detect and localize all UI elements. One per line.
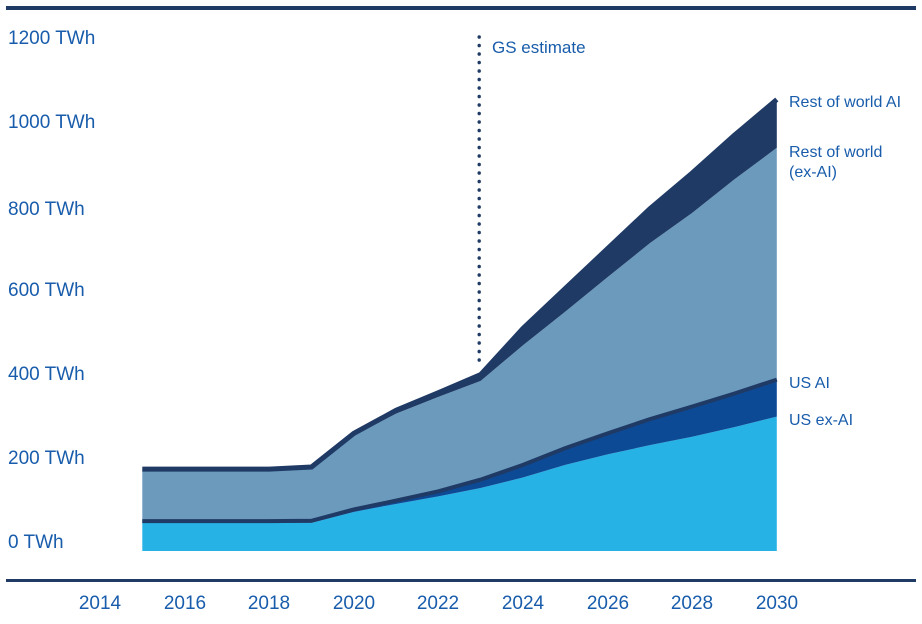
y-tick-800: 800 TWh bbox=[8, 199, 85, 220]
series-label-rest-of-world-ex-ai: Rest of world (ex-AI) bbox=[789, 144, 883, 181]
y-tick-1000: 1000 TWh bbox=[8, 112, 96, 133]
x-tick-2024: 2024 bbox=[501, 593, 545, 614]
y-tick-400: 400 TWh bbox=[8, 364, 85, 385]
gs-estimate-label: GS estimate bbox=[492, 38, 586, 57]
y-tick-600: 600 TWh bbox=[8, 280, 85, 301]
y-tick-200: 200 TWh bbox=[8, 448, 85, 469]
x-tick-2016: 2016 bbox=[163, 593, 207, 614]
series-label-rest-of-world-ai: Rest of world AI bbox=[789, 94, 902, 111]
us-total-outline bbox=[142, 377, 778, 524]
x-axis-rule bbox=[6, 579, 916, 582]
x-tick-2014: 2014 bbox=[78, 593, 122, 614]
x-tick-2030: 2030 bbox=[755, 593, 799, 614]
series-label-us-ai: US AI bbox=[789, 375, 830, 392]
x-tick-2022: 2022 bbox=[416, 593, 460, 614]
x-tick-2018: 2018 bbox=[247, 593, 291, 614]
area-us-ex-ai bbox=[142, 416, 777, 551]
x-tick-2020: 2020 bbox=[332, 593, 376, 614]
x-tick-2028: 2028 bbox=[670, 593, 714, 614]
y-tick-0: 0 TWh bbox=[8, 532, 64, 553]
y-tick-1200: 1200 TWh bbox=[8, 28, 96, 49]
total-outline bbox=[142, 97, 779, 472]
x-tick-2026: 2026 bbox=[586, 593, 630, 614]
top-border-rule bbox=[6, 6, 916, 10]
series-label-us-ex-ai: US ex-AI bbox=[789, 412, 854, 429]
